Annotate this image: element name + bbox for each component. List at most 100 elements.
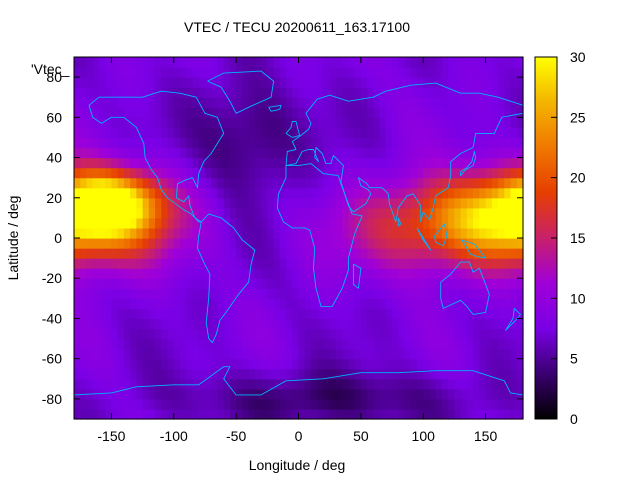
heatmap-cell (498, 398, 505, 410)
heatmap-cell (105, 308, 113, 320)
heatmap-cell (117, 398, 125, 410)
heatmap-cell (367, 227, 374, 239)
heatmap-cell (423, 97, 431, 108)
heatmap-cell (279, 378, 287, 390)
heatmap-cell (180, 298, 187, 309)
heatmap-cell (86, 167, 94, 179)
heatmap-cell (248, 137, 256, 149)
heatmap-cell (292, 328, 300, 340)
heatmap-cell (211, 227, 219, 239)
heatmap-cell (473, 278, 480, 289)
heatmap-cell (379, 57, 387, 68)
heatmap-cell (167, 358, 175, 370)
heatmap-cell (204, 127, 212, 139)
heatmap-cell (485, 328, 493, 340)
heatmap-cell (248, 278, 256, 289)
heatmap-cell (410, 77, 418, 88)
heatmap-cell (136, 368, 144, 380)
heatmap-cell (429, 408, 437, 420)
heatmap-cell (504, 97, 512, 108)
heatmap-cell (373, 388, 381, 400)
heatmap-cell (74, 248, 81, 259)
heatmap-cell (286, 278, 293, 289)
heatmap-cell (485, 167, 493, 179)
heatmap-cell (504, 87, 512, 98)
heatmap-cell (310, 328, 318, 340)
heatmap-cell (161, 258, 169, 269)
heatmap-cell (123, 258, 131, 269)
heatmap-cell (217, 308, 225, 320)
heatmap-cell (466, 268, 474, 279)
heatmap-cell (441, 77, 449, 88)
heatmap-cell (516, 157, 524, 169)
heatmap-cell (161, 127, 169, 139)
heatmap-cell (217, 197, 225, 209)
heatmap-cell (223, 207, 231, 219)
heatmap-cell (504, 298, 512, 309)
heatmap-cell (298, 197, 306, 209)
heatmap-cell (304, 107, 312, 118)
heatmap-cell (117, 268, 125, 279)
heatmap-cell (180, 57, 187, 68)
heatmap-cell (373, 398, 381, 410)
heatmap-cell (279, 117, 287, 128)
heatmap-cell (335, 227, 343, 239)
heatmap-cell (198, 268, 206, 279)
heatmap-cell (429, 328, 437, 340)
heatmap-cell (348, 348, 356, 360)
heatmap-cell (229, 227, 237, 239)
heatmap-cell (385, 67, 393, 78)
heatmap-cell (142, 328, 150, 340)
heatmap-cell (348, 388, 356, 400)
heatmap-cell (441, 167, 449, 179)
heatmap-cell (354, 348, 362, 360)
heatmap-cell (142, 97, 150, 108)
heatmap-cell (273, 288, 281, 299)
heatmap-cell (229, 268, 237, 279)
heatmap-cell (441, 207, 449, 219)
heatmap-cell (273, 67, 281, 78)
heatmap-cell (92, 298, 100, 309)
heatmap-cell (504, 278, 512, 289)
heatmap-cell (267, 258, 275, 269)
heatmap-cell (273, 227, 281, 239)
heatmap-cell (105, 348, 113, 360)
heatmap-cell (454, 227, 462, 239)
heatmap-cell (373, 368, 381, 380)
heatmap-cell (454, 348, 462, 360)
heatmap-cell (466, 348, 474, 360)
heatmap-cell (248, 328, 256, 340)
heatmap-cell (180, 368, 187, 380)
heatmap-cell (354, 97, 362, 108)
heatmap-cell (86, 398, 94, 410)
heatmap-cell (310, 298, 318, 309)
heatmap-cell (223, 67, 231, 78)
heatmap-cell (98, 378, 106, 390)
heatmap-cell (267, 368, 275, 380)
heatmap-cell (392, 408, 399, 420)
heatmap-cell (360, 288, 368, 299)
heatmap-cell (279, 318, 287, 330)
heatmap-cell (323, 338, 331, 350)
heatmap-cell (348, 278, 356, 289)
heatmap-cell (367, 238, 374, 249)
heatmap-cell (117, 227, 125, 239)
heatmap-cell (329, 258, 337, 269)
heatmap-cell (273, 368, 281, 380)
heatmap-cell (86, 217, 94, 229)
heatmap-cell (123, 137, 131, 149)
heatmap-cell (117, 258, 125, 269)
heatmap-cell (117, 87, 125, 98)
heatmap-cell (348, 308, 356, 320)
heatmap-cell (267, 107, 275, 118)
heatmap-cell (192, 348, 200, 360)
heatmap-cell (460, 97, 468, 108)
heatmap-cell (379, 288, 387, 299)
heatmap-cell (261, 368, 268, 380)
heatmap-cell (286, 328, 293, 340)
heatmap-cell (323, 147, 331, 159)
heatmap-cell (267, 167, 275, 179)
heatmap-cell (186, 87, 194, 98)
heatmap-cell (491, 57, 499, 68)
heatmap-cell (304, 408, 312, 420)
